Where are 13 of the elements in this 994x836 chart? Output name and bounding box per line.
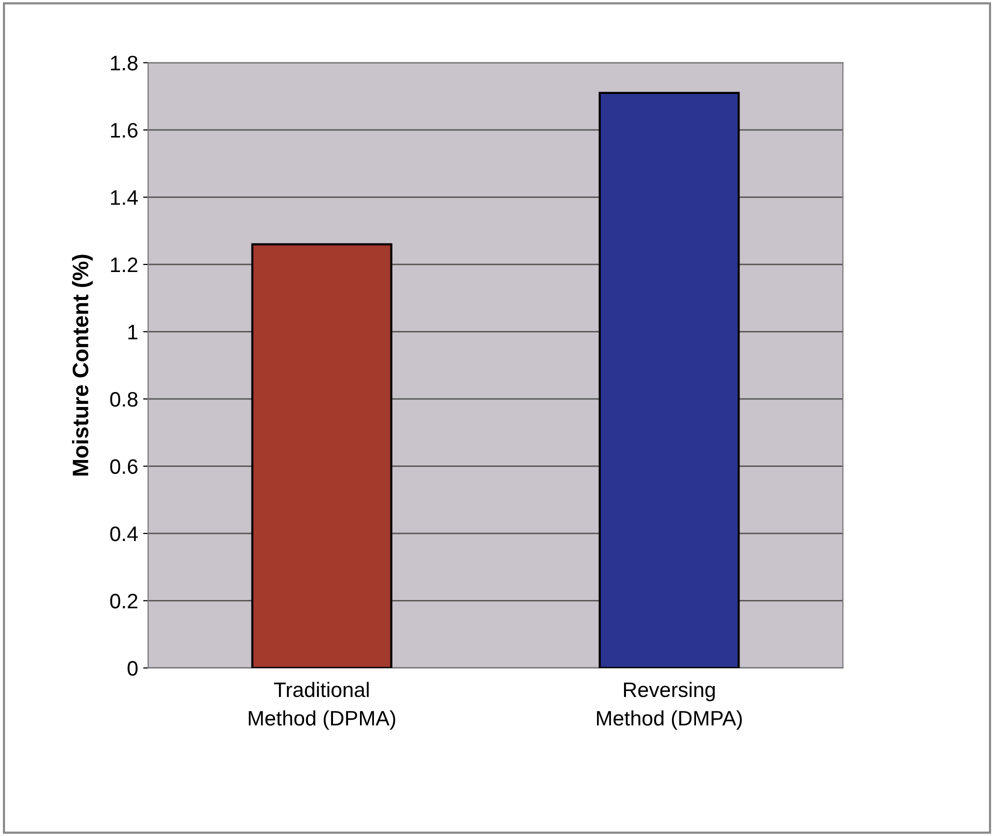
y-axis-title: Moisture Content (%) (72, 254, 93, 476)
y-tick-label: 0 (128, 660, 138, 676)
y-tick-label: 1.8 (111, 56, 138, 70)
x-tick-label: Reversing Method (DMPA) (597, 682, 742, 730)
y-tick-label: 1.4 (111, 190, 138, 205)
y-tick-label: 0.4 (110, 526, 138, 542)
y-tick-label: 1.6 (111, 122, 138, 138)
y-tick-label: 0.2 (110, 594, 138, 608)
y-tick-label: 1.2 (111, 257, 138, 272)
y-tick-label: 0.8 (110, 392, 138, 407)
y-tick-label: 0.6 (110, 459, 138, 474)
y-tick-label: 1 (128, 324, 138, 340)
x-tick-label: Traditional Method (DPMA) (248, 682, 396, 730)
